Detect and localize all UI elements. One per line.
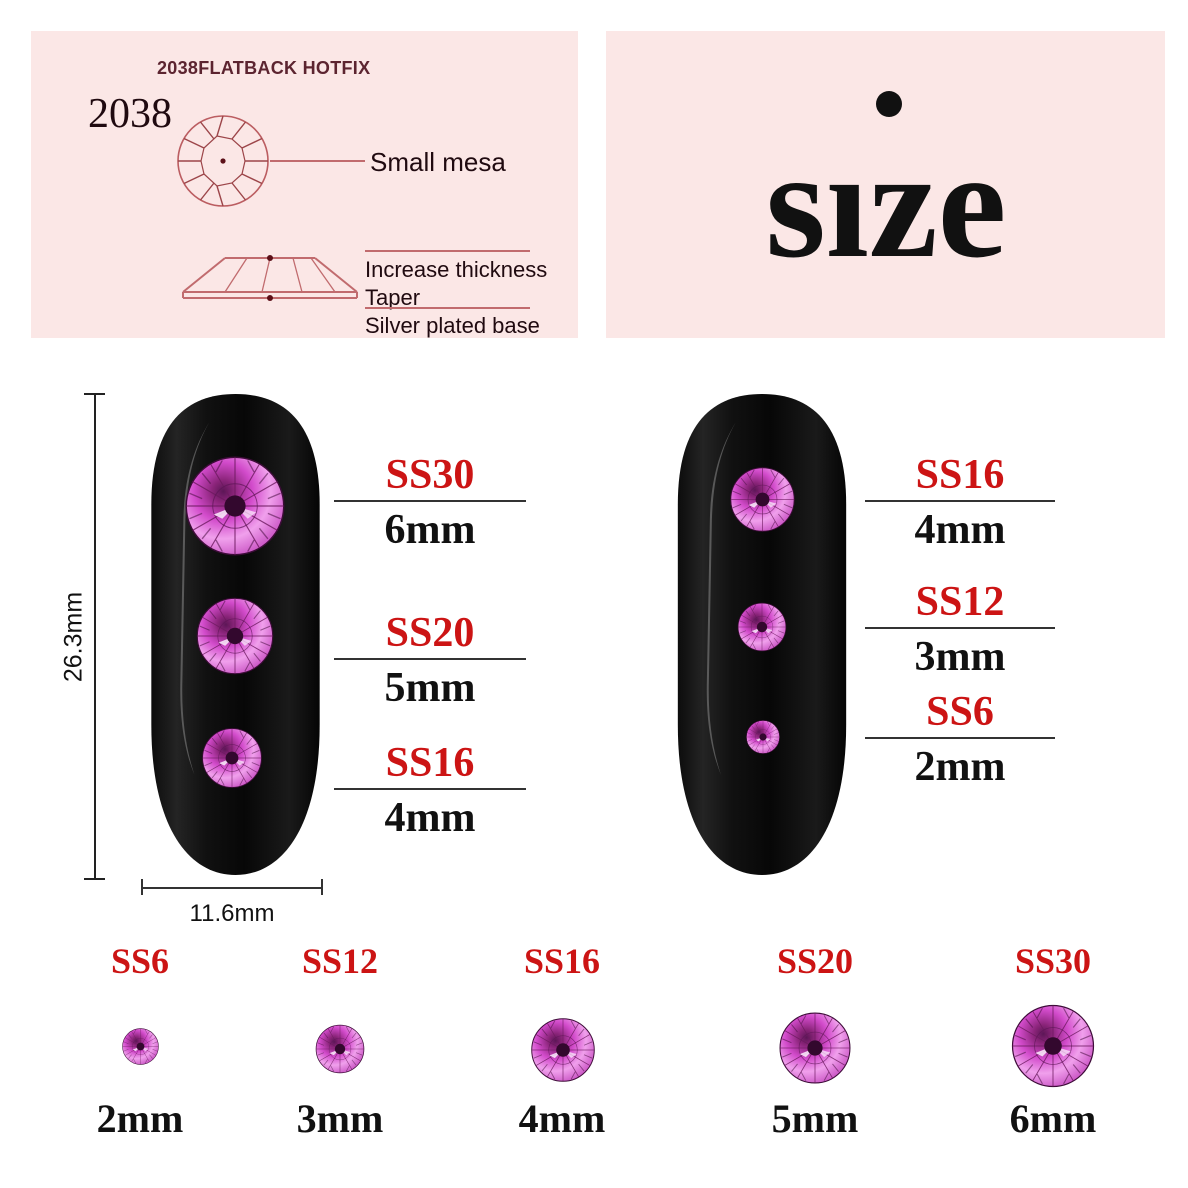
svg-text:size: size <box>766 118 1007 290</box>
